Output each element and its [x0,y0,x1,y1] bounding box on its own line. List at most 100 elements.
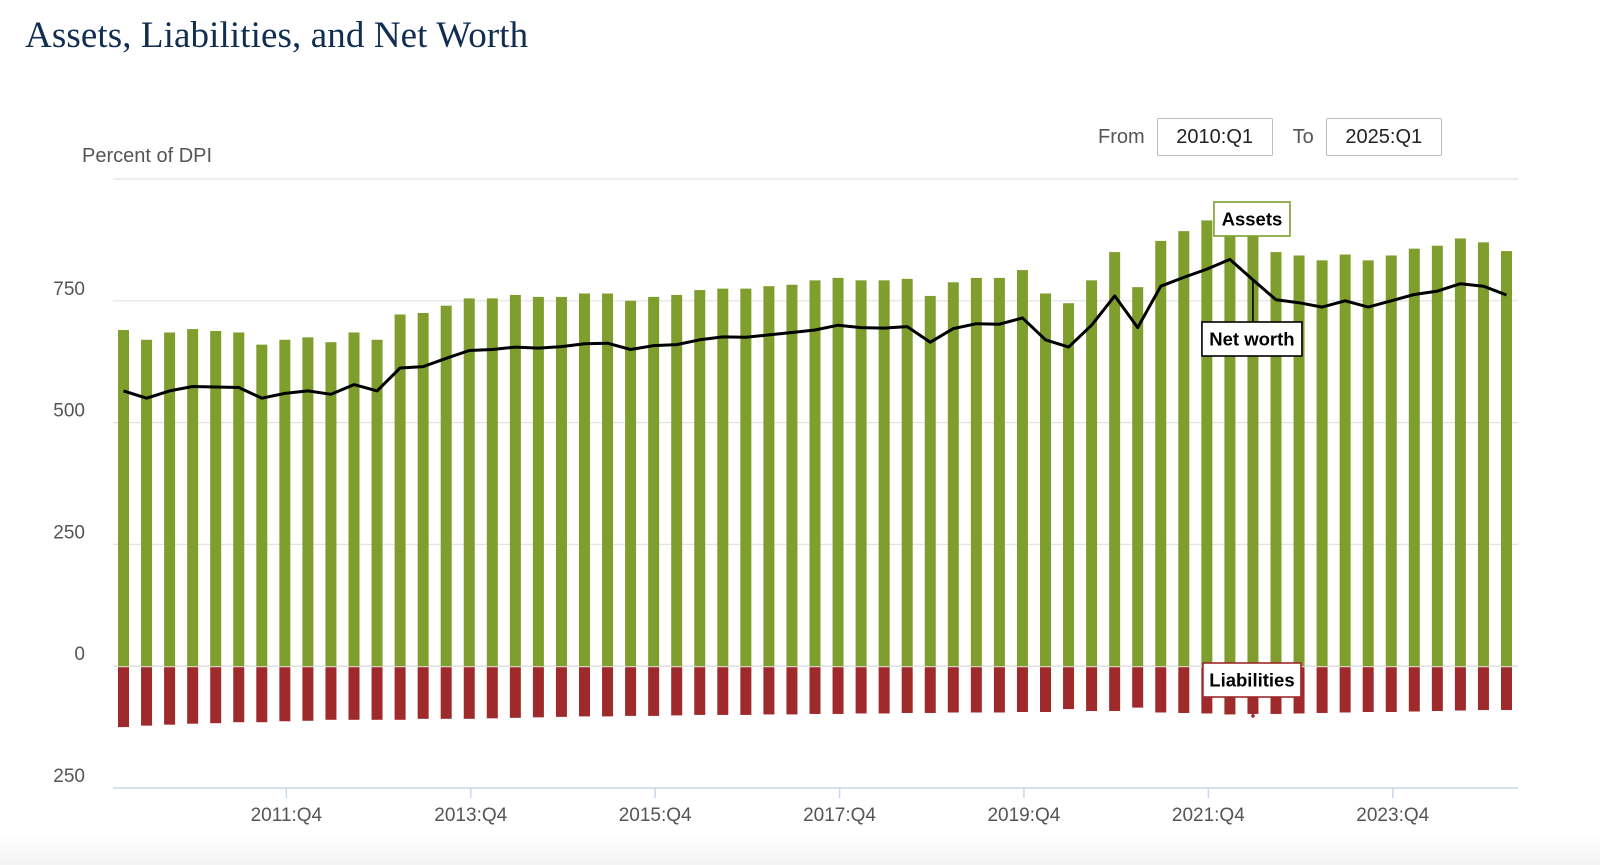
liabilities-bar [1408,667,1420,712]
liabilities-bar [579,667,590,717]
assets-bar [141,339,153,667]
liabilities-bar [1477,667,1489,711]
assets-bar [763,286,775,667]
liabilities-bar [394,667,406,720]
assets-bar [786,284,798,667]
liabilities-bar [555,667,567,717]
liabilities-bar [809,667,821,714]
assets-bar [555,296,567,667]
liabilities-bar [993,667,1005,713]
assets-bar [1132,287,1144,667]
liabilities-bar [1385,667,1397,712]
assets-bar [1178,231,1190,667]
y-tick-label: 750 [53,279,85,300]
y-tick-label: 500 [53,401,85,422]
y-tick-label: 250 [53,522,85,543]
from-date-input[interactable] [1156,118,1273,156]
assets-bar [210,331,222,667]
assets-annotation: Assets [1213,201,1291,237]
assets-bar [717,288,729,667]
assets-bar [947,282,959,667]
assets-bar [187,329,199,667]
date-range-controls: From To [1098,118,1442,156]
assets-bar [1040,293,1051,667]
assets-bar [532,296,544,667]
assets-bar [1016,270,1028,667]
assets-bar [901,278,913,667]
to-date-input[interactable] [1325,118,1442,156]
assets-bar [1385,255,1397,667]
x-tick-label: 2023:Q4 [1356,805,1429,826]
x-tick-label: 2015:Q4 [619,805,692,826]
liabilities-bar [187,667,199,724]
assets-bar [993,277,1005,667]
annotations: Assets Net worth Liabilities [1201,201,1303,718]
assets-bar [256,344,268,667]
liabilities-bar [256,667,268,723]
assets-bar [1501,251,1512,667]
assets-bar [509,294,521,667]
net-worth-annotation: Net worth [1201,321,1303,357]
assets-bar [302,337,314,667]
liabilities-bar [1501,667,1512,711]
net-worth-annotation-text: Net worth [1209,329,1294,350]
assets-bar [440,305,452,667]
liabilities-bar [1063,667,1075,710]
liabilities-bar [486,667,498,719]
assets-bar [602,293,614,667]
y-axis-unit-label: Percent of DPI [82,145,213,167]
assets-bar [1109,252,1121,667]
assets-bar [371,339,383,667]
liabilities-bar [532,667,544,718]
assets-bar [1454,238,1466,667]
assets-bar [625,300,637,667]
liabilities-bar [1016,667,1028,712]
y-tick-label: 250 [53,766,85,787]
assets-bar [279,339,291,667]
assets-bar [1362,260,1374,667]
liabilities-bar [901,667,913,713]
assets-bar [1224,210,1236,667]
assets-bar [671,294,683,667]
assets-bar [486,298,498,667]
liabilities-annotation: Liabilities [1202,662,1302,698]
liabilities-bar [625,667,637,716]
liabilities-bar [440,667,452,719]
assets-bar [1408,248,1420,667]
liabilities-bar [832,667,844,714]
liabilities-bar [210,667,222,724]
assets-bar [1477,242,1489,667]
assets-bar [648,296,660,667]
liabilities-bar [786,667,798,715]
assets-bar [832,277,844,667]
assets-bar [855,280,867,667]
assets-bar [579,293,590,667]
assets-annotation-text: Assets [1222,209,1283,230]
liabilities-bar [1155,667,1167,713]
bars [118,210,1512,728]
liabilities-annotation-text: Liabilities [1209,670,1294,691]
liabilities-bar [371,667,383,720]
assets-bar [1247,231,1259,667]
assets-bar [878,280,890,667]
net-worth-line-layer [123,257,1508,400]
liabilities-bar [463,667,475,719]
assets-bar [1155,240,1167,667]
liabilities-bar [348,667,360,720]
assets-bar [740,288,752,667]
x-tick-label: 2019:Q4 [987,805,1060,826]
assets-bar [809,280,821,667]
assets-bar [164,332,176,667]
liabilities-bar [878,667,890,714]
assets-bar [1339,254,1351,667]
liabilities-bar [279,667,291,722]
assets-bar [1270,252,1282,667]
assets-bar [417,312,429,667]
assets-bar [325,342,337,667]
liabilities-bar [648,667,660,716]
liabilities-bar [164,667,176,725]
assets-bar [1063,303,1075,667]
liabilities-annotation-box [1202,662,1302,698]
liabilities-bar [302,667,314,721]
